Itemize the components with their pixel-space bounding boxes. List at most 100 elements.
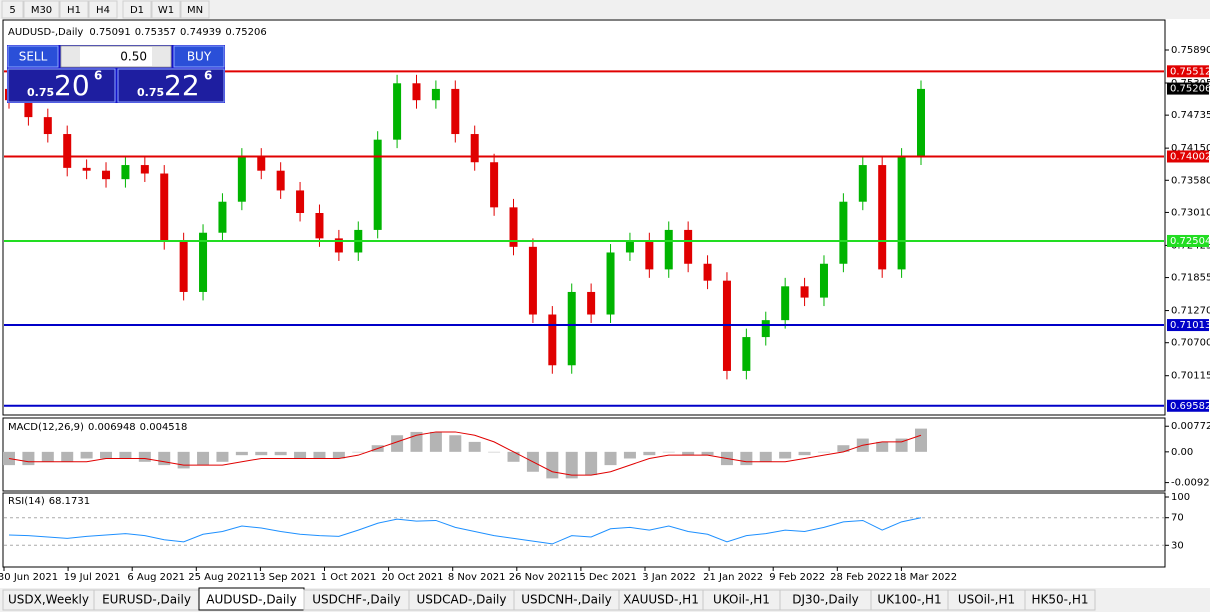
sell-pips: 20 <box>54 69 90 102</box>
candle-body <box>393 83 402 140</box>
candle-body <box>63 134 72 168</box>
macd-bar <box>235 451 248 456</box>
tab[interactable] <box>1024 589 1096 611</box>
tab-label: USDCHF-,Daily <box>312 593 400 607</box>
timeframe-label: H4 <box>96 5 110 16</box>
macd-bar <box>449 435 462 452</box>
sell-price[interactable] <box>7 68 116 103</box>
candle-body <box>567 291 576 366</box>
y-tick-label: 70 <box>1171 513 1184 524</box>
macd-bar <box>643 451 656 456</box>
x-tick-label: 13 Sep 2021 <box>253 572 316 583</box>
candle-body <box>703 263 712 281</box>
buy-button[interactable] <box>173 45 225 68</box>
lot-value: 0.50 <box>120 50 147 64</box>
macd-bar <box>216 451 229 462</box>
x-tick-label: 28 Feb 2022 <box>830 572 892 583</box>
candle-body <box>819 263 828 298</box>
tab-label: EURUSD-,Daily <box>102 593 191 607</box>
tab-label: XAUUSD-,H1 <box>623 593 699 607</box>
macd-bar <box>255 451 268 456</box>
x-tick-label: 9 Feb 2022 <box>769 572 825 583</box>
macd-bar <box>759 451 772 462</box>
rsi-value: 68.1731 <box>49 496 90 507</box>
timeframe-button[interactable] <box>1 0 24 19</box>
timeframe-label: M30 <box>31 5 52 16</box>
timeframe-button[interactable] <box>59 0 89 19</box>
candle-body <box>257 156 266 171</box>
macd-bar <box>391 435 404 452</box>
candle-body <box>664 229 673 270</box>
macd-bar <box>507 451 520 462</box>
candle-body <box>140 165 149 174</box>
macd-bar <box>585 451 598 476</box>
tab-label: DJ30-,Daily <box>792 593 859 607</box>
timeframe-button[interactable] <box>180 0 210 19</box>
open: 0.75091 <box>89 27 130 38</box>
macd-bar <box>352 451 365 453</box>
sell-button[interactable] <box>7 45 59 68</box>
main-panel <box>2 19 1166 416</box>
timeframe-button[interactable] <box>122 0 152 19</box>
lot-down[interactable] <box>62 47 80 66</box>
candle-body <box>179 241 188 292</box>
level-label-box <box>1167 65 1209 78</box>
candle-body <box>490 162 499 208</box>
y-tick-label: 0.00 <box>1171 447 1193 458</box>
candle-body <box>742 337 751 371</box>
macd-bar <box>80 451 93 459</box>
macd-value: 0.006948 <box>88 422 136 433</box>
lot-up[interactable] <box>152 47 170 66</box>
buy-price[interactable] <box>117 68 225 103</box>
macd-bar <box>197 451 210 466</box>
y-tick-label: 0.00772 <box>1171 421 1210 432</box>
y-tick-label: 0.75890 <box>1171 45 1210 56</box>
timeframe-button[interactable] <box>23 0 60 19</box>
rsi-header: RSI(14) 68.1731 <box>8 496 90 507</box>
x-tick-label: 15 Dec 2021 <box>573 572 637 583</box>
candle-body <box>548 314 557 366</box>
candle-body <box>606 252 615 315</box>
rsi-panel <box>2 492 1166 568</box>
macd-bar <box>915 428 927 452</box>
x-tick-label: 1 Oct 2021 <box>321 572 376 583</box>
level-label: 0.75512 <box>1170 66 1210 77</box>
rsi-line <box>8 517 922 545</box>
candle-body <box>645 241 654 270</box>
timeframe-button[interactable] <box>88 0 118 19</box>
candle-body <box>296 190 305 213</box>
macd-title: MACD(12,26,9) <box>8 422 84 433</box>
y-tick-label: 30 <box>1171 540 1184 551</box>
level-label-box <box>1167 150 1209 163</box>
chart-header: AUDUSD-,Daily 0.75091 0.75357 0.74939 0.7520… <box>8 27 267 38</box>
macd-bar <box>817 451 830 453</box>
candle-body <box>315 212 324 239</box>
low: 0.74939 <box>180 27 221 38</box>
macd-bar <box>410 431 423 452</box>
y-tick-label: -0.00927 <box>1171 478 1210 489</box>
tab-label: UKOil-,H1 <box>713 593 770 607</box>
lot-input[interactable] <box>60 45 172 68</box>
candle-body <box>102 170 111 180</box>
timeframe-toolbar: 5 M30 H1 H4 D1 W1 MN <box>1 0 210 19</box>
macd-bar <box>61 451 74 462</box>
level-label-box <box>1167 319 1209 332</box>
level-label: 0.69582 <box>1170 401 1210 412</box>
macd-bar <box>837 445 850 452</box>
y-tick-label: 100 <box>1171 492 1190 503</box>
candle-body <box>761 320 770 338</box>
y-tick-label: 0.74735 <box>1171 110 1210 121</box>
macd-bar <box>41 451 54 462</box>
y-tick-label: 0.73580 <box>1171 175 1210 186</box>
candle-body <box>373 139 382 230</box>
candle-body <box>781 286 790 321</box>
candle-body <box>509 207 518 247</box>
y-tick-label: 0.74150 <box>1171 143 1210 154</box>
timeframe-button[interactable] <box>151 0 181 19</box>
macd-bar <box>22 451 35 466</box>
buy-frac: 6 <box>204 69 212 83</box>
macd-bar <box>701 451 714 456</box>
x-tick-label: 30 Jun 2021 <box>0 572 58 583</box>
buy-big: 0.75 <box>137 86 164 99</box>
